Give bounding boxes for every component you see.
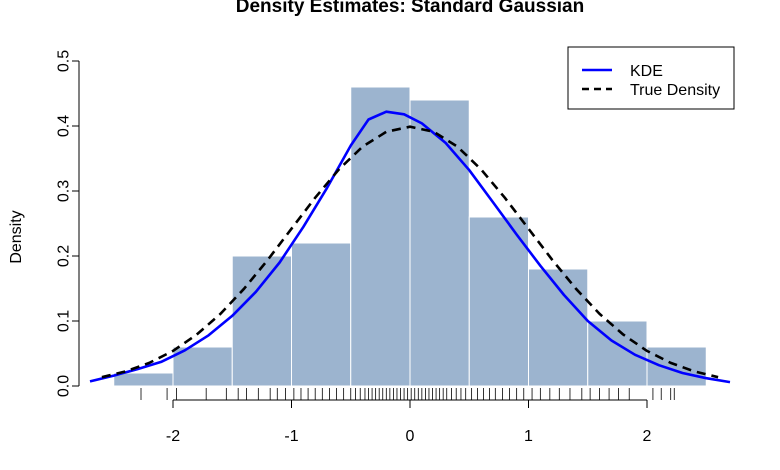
x-tick-label-3: 1 <box>524 428 533 445</box>
kde-curve <box>89 110 731 384</box>
histogram-bar-4 <box>291 242 352 387</box>
rug-marks <box>140 388 675 400</box>
histogram-bars <box>113 86 707 387</box>
density-curves <box>89 110 731 384</box>
true-density-curve <box>101 125 719 379</box>
y-axis-label: Density <box>8 210 25 263</box>
histogram-bar-3 <box>231 255 292 387</box>
y-tick-label-2: 0.2 <box>56 245 73 267</box>
x-tick-label-4: 2 <box>643 428 652 445</box>
x-tick-label-0: -2 <box>166 428 180 445</box>
chart-title: Density Estimates: Standard Gaussian <box>236 0 584 17</box>
legend: KDE True Density <box>567 46 735 110</box>
histogram-bar-7 <box>468 216 529 387</box>
y-tick-label-5: 0.5 <box>56 50 73 72</box>
legend-box <box>567 46 735 110</box>
histogram-bar-2 <box>172 346 233 387</box>
histogram-bar-1 <box>113 372 174 387</box>
y-axis: 0.0 0.1 0.2 0.3 0.4 0.5 <box>56 50 80 397</box>
y-tick-label-3: 0.3 <box>56 180 73 202</box>
legend-kde-label: KDE <box>630 63 663 80</box>
x-tick-label-1: -1 <box>284 428 298 445</box>
legend-true-density-label: True Density <box>630 82 720 99</box>
x-axis: -2 -1 0 1 2 <box>166 399 652 445</box>
histogram-bar-9 <box>587 320 648 387</box>
histogram-bar-10 <box>646 346 707 387</box>
histogram-bar-6 <box>409 99 470 387</box>
x-tick-label-2: 0 <box>406 428 415 445</box>
y-tick-label-0: 0.0 <box>56 375 73 397</box>
y-tick-label-1: 0.1 <box>56 310 73 332</box>
y-tick-label-4: 0.4 <box>56 115 73 137</box>
